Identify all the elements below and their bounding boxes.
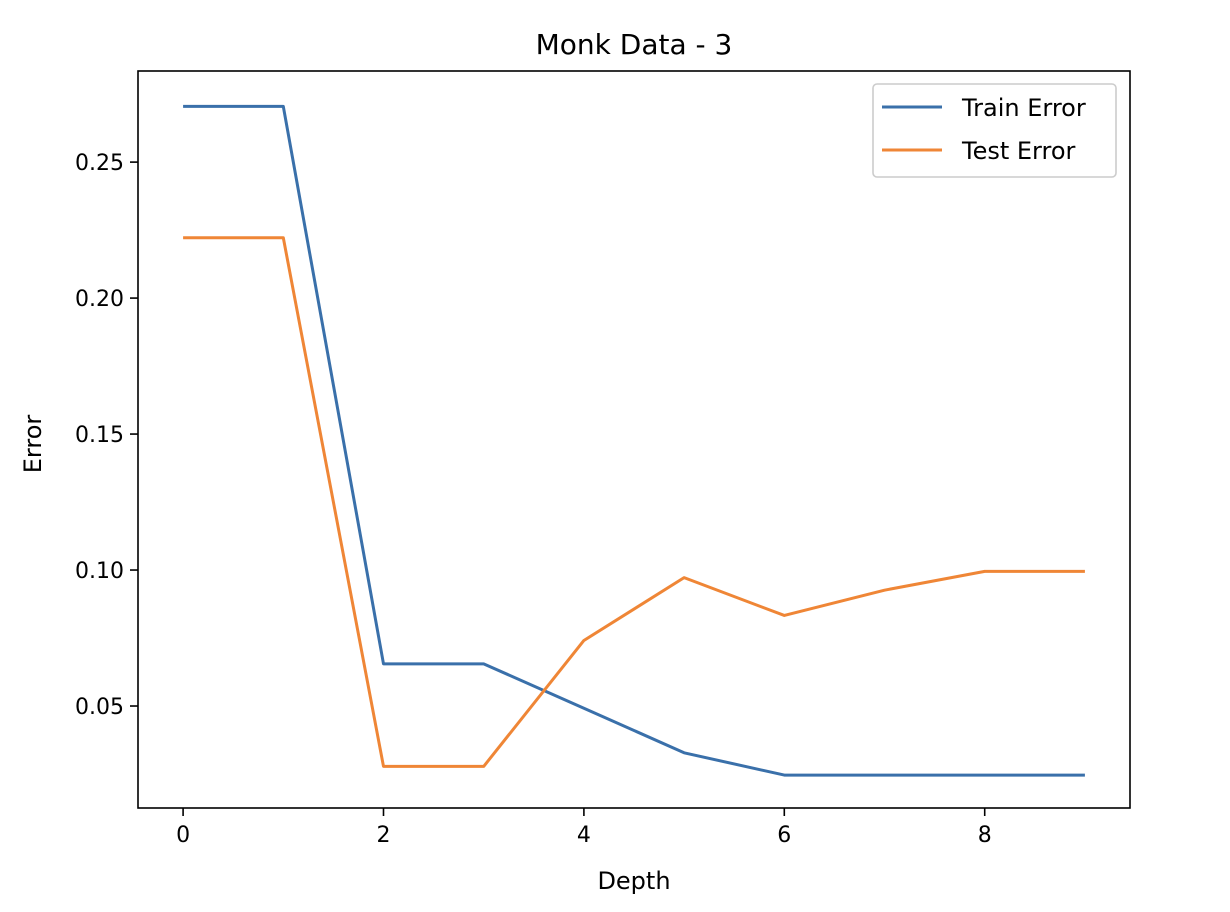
y-tick-label: 0.10 (75, 559, 124, 584)
x-tick-label: 8 (978, 823, 992, 848)
chart-title: Monk Data - 3 (536, 28, 733, 61)
y-tick-label: 0.15 (75, 423, 124, 448)
y-axis-label: Error (19, 415, 47, 474)
x-tick-label: 4 (577, 823, 591, 848)
y-axis-ticks: 0.05 0.10 0.15 0.20 0.25 (75, 151, 138, 720)
plot-frame (137, 70, 1131, 809)
y-tick-label: 0.05 (75, 695, 124, 720)
x-tick-label: 6 (777, 823, 791, 848)
legend-label-train: Train Error (961, 94, 1086, 122)
y-tick-label: 0.25 (75, 151, 124, 176)
series-line-train (183, 104, 1085, 777)
x-tick-label: 2 (376, 823, 390, 848)
y-tick-label: 0.20 (75, 287, 124, 312)
x-axis-ticks: 0 2 4 6 8 (176, 808, 992, 848)
legend: Train Error Test Error (872, 83, 1117, 178)
series-group (183, 104, 1085, 777)
legend-label-test: Test Error (961, 137, 1076, 165)
x-axis-label: Depth (597, 867, 670, 895)
x-tick-label: 0 (176, 823, 190, 848)
series-line-test (183, 236, 1085, 768)
